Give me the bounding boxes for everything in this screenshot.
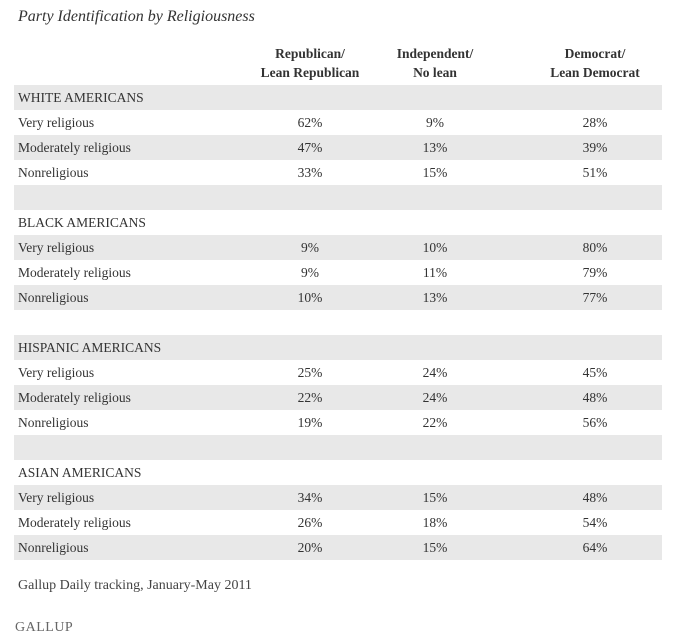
group-header-row: ASIAN AMERICANS: [14, 460, 662, 485]
cell-value: 22%: [422, 415, 448, 430]
group-label: ASIAN AMERICANS: [18, 465, 142, 480]
header-line: Democrat/: [564, 46, 626, 61]
cell-value: 15%: [422, 165, 448, 180]
cell-value: 77%: [582, 290, 608, 305]
cell-value: 19%: [297, 415, 323, 430]
cell-value: 47%: [297, 140, 323, 155]
cell-value: 20%: [297, 540, 323, 555]
row-label: Moderately religious: [18, 515, 131, 530]
spacer-row: [14, 185, 662, 210]
table-row: Very religious 62% 9% 28%: [14, 110, 662, 135]
group-header-row: HISPANIC AMERICANS: [14, 335, 662, 360]
cell-value: 10%: [422, 240, 448, 255]
cell-value: 18%: [422, 515, 448, 530]
cell-value: 33%: [297, 165, 323, 180]
group-label: WHITE AMERICANS: [18, 90, 144, 105]
table-row: Nonreligious 10% 13% 77%: [14, 285, 662, 310]
header-line: No lean: [413, 65, 457, 80]
cell-value: 39%: [582, 140, 608, 155]
table-row: Moderately religious 47% 13% 39%: [14, 135, 662, 160]
table-row: Very religious 9% 10% 80%: [14, 235, 662, 260]
group-header-row: WHITE AMERICANS: [14, 85, 662, 110]
row-label: Very religious: [18, 365, 95, 380]
row-label: Nonreligious: [18, 290, 89, 305]
table-row: Nonreligious 33% 15% 51%: [14, 160, 662, 185]
spacer-row: [14, 435, 662, 460]
table-row: Moderately religious 26% 18% 54%: [14, 510, 662, 535]
row-label: Nonreligious: [18, 165, 89, 180]
table-row: Moderately religious 9% 11% 79%: [14, 260, 662, 285]
header-line: Independent/: [396, 46, 474, 61]
row-label: Moderately religious: [18, 265, 131, 280]
cell-value: 22%: [297, 390, 323, 405]
row-label: Moderately religious: [18, 390, 131, 405]
header-line: Republican/: [275, 46, 345, 61]
row-label: Moderately religious: [18, 140, 131, 155]
row-label: Very religious: [18, 240, 95, 255]
cell-value: 15%: [422, 490, 448, 505]
cell-value: 24%: [422, 365, 448, 380]
table-row: Nonreligious 20% 15% 64%: [14, 535, 662, 560]
source-note: Gallup Daily tracking, January-May 2011: [18, 578, 252, 593]
cell-value: 62%: [297, 115, 323, 130]
cell-value: 26%: [297, 515, 323, 530]
row-label: Very religious: [18, 490, 95, 505]
table-row: Nonreligious 19% 22% 56%: [14, 410, 662, 435]
cell-value: 45%: [582, 365, 608, 380]
cell-value: 13%: [422, 140, 448, 155]
cell-value: 48%: [582, 490, 608, 505]
row-label: Very religious: [18, 115, 95, 130]
cell-value: 9%: [301, 240, 319, 255]
row-label: Nonreligious: [18, 540, 89, 555]
cell-value: 9%: [426, 115, 444, 130]
cell-value: 54%: [582, 515, 608, 530]
header-line: Lean Republican: [260, 65, 360, 80]
cell-value: 25%: [297, 365, 323, 380]
column-header-independent: Independent/No lean: [360, 44, 510, 82]
cell-value: 24%: [422, 390, 448, 405]
cell-value: 51%: [582, 165, 608, 180]
cell-value: 10%: [297, 290, 323, 305]
cell-value: 34%: [297, 490, 323, 505]
column-header-democrat: Democrat/Lean Democrat: [515, 44, 675, 82]
table-row: Very religious 25% 24% 45%: [14, 360, 662, 385]
cell-value: 64%: [582, 540, 608, 555]
cell-value: 9%: [301, 265, 319, 280]
cell-value: 48%: [582, 390, 608, 405]
column-header-republican: Republican/Lean Republican: [230, 44, 390, 82]
group-label: HISPANIC AMERICANS: [18, 340, 162, 355]
cell-value: 28%: [582, 115, 608, 130]
header-line: Lean Democrat: [550, 65, 640, 80]
row-label: Nonreligious: [18, 415, 89, 430]
chart-title: Party Identification by Religiousness: [18, 8, 255, 25]
cell-value: 56%: [582, 415, 608, 430]
cell-value: 79%: [582, 265, 608, 280]
table-row: Very religious 34% 15% 48%: [14, 485, 662, 510]
cell-value: 11%: [422, 265, 448, 280]
spacer-row: [14, 310, 662, 335]
cell-value: 80%: [582, 240, 608, 255]
cell-value: 15%: [422, 540, 448, 555]
group-header-row: BLACK AMERICANS: [14, 210, 662, 235]
group-label: BLACK AMERICANS: [18, 215, 146, 230]
data-table: WHITE AMERICANS Very religious 62% 9% 28% Mod…: [14, 85, 662, 560]
gallup-logo: GALLUP: [15, 620, 74, 635]
table-row: Moderately religious 22% 24% 48%: [14, 385, 662, 410]
cell-value: 13%: [422, 290, 448, 305]
